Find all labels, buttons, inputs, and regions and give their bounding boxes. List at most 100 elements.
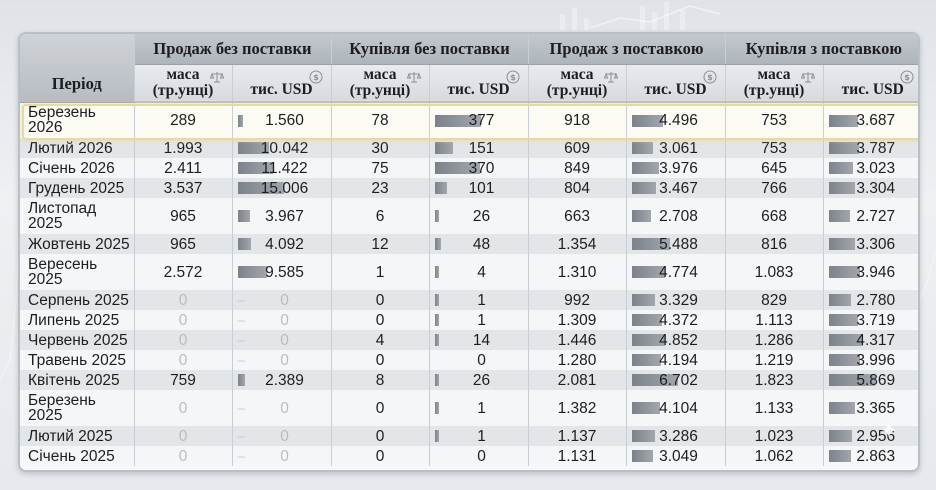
usd-cell: 4.092 bbox=[232, 234, 332, 254]
usd-value: 3.049 bbox=[659, 447, 698, 465]
group-header-sell-delivery: Продаж з поставкою bbox=[528, 34, 726, 65]
table-row: Листопад 2025 965 3.967 6 26 663 2.708 668 2.727 bbox=[20, 198, 918, 234]
mass-cell: 0 bbox=[134, 390, 233, 426]
value-bar bbox=[434, 294, 439, 306]
period-cell: Лютий 2026 bbox=[20, 138, 135, 158]
value-bar bbox=[631, 238, 670, 250]
usd-value: 3.467 bbox=[659, 179, 698, 197]
mass-label: маса bbox=[363, 65, 397, 83]
group-header-buy-no-delivery: Купівля без поставки bbox=[331, 34, 529, 65]
value-bar bbox=[631, 266, 665, 278]
usd-cell: 3.023 bbox=[823, 158, 918, 178]
usd-value: 1 bbox=[477, 291, 486, 309]
period-cell: Квітень 2025 bbox=[20, 370, 135, 390]
usd-value: 3.061 bbox=[659, 139, 698, 157]
mass-label: маса bbox=[757, 65, 791, 83]
table-row: Червень 2025 0–0 4 14 1.446 4.852 1.286 4.317 bbox=[20, 330, 918, 350]
mass-cell: 645 bbox=[725, 158, 824, 178]
usd-value: 0 bbox=[280, 351, 289, 369]
usd-value: 0 bbox=[280, 331, 289, 349]
mass-cell: 0 bbox=[331, 390, 430, 426]
usd-value: 377 bbox=[468, 112, 495, 129]
mass-cell: 918 bbox=[528, 102, 627, 138]
svg-text:$: $ bbox=[904, 73, 910, 82]
mass-cell: 0 bbox=[134, 330, 233, 350]
value-bar bbox=[828, 402, 855, 414]
value-bar bbox=[434, 374, 439, 386]
value-bar bbox=[631, 210, 651, 222]
period-cell: Січень 2025 bbox=[20, 446, 135, 466]
usd-value: 4.092 bbox=[265, 235, 304, 253]
usd-cell: 3.329 bbox=[626, 290, 726, 310]
value-bar bbox=[237, 162, 273, 174]
usd-label: тис. USD bbox=[841, 80, 904, 98]
mass-cell: 1.286 bbox=[725, 330, 824, 350]
usd-cell: 3.787 bbox=[823, 138, 918, 158]
mass-cell: 1.133 bbox=[725, 390, 824, 426]
period-cell: Серпень 2025 bbox=[20, 290, 135, 310]
mass-cell: 23 bbox=[331, 178, 430, 198]
period-cell: Червень 2025 bbox=[20, 330, 135, 350]
usd-value: 0 bbox=[280, 291, 289, 309]
usd-cell: 26 bbox=[429, 198, 529, 234]
usd-cell: 9.585 bbox=[232, 254, 332, 290]
usd-value: 15.006 bbox=[260, 179, 309, 197]
mass-cell: 829 bbox=[725, 290, 824, 310]
usd-value: 4.104 bbox=[659, 399, 698, 417]
usd-cell: 4.104 bbox=[626, 390, 726, 426]
value-bar bbox=[237, 374, 245, 386]
usd-cell: 3.967 bbox=[232, 198, 332, 234]
mass-cell: 1.023 bbox=[725, 426, 824, 446]
mass-cell: 8 bbox=[331, 370, 430, 390]
mass-cell: 1.823 bbox=[725, 370, 824, 390]
value-bar bbox=[237, 182, 284, 194]
mass-cell: 992 bbox=[528, 290, 627, 310]
usd-value: 101 bbox=[468, 179, 495, 197]
usd-cell: –0 bbox=[232, 290, 332, 310]
table-row: Лютий 2026 1.993 10.042 30 151 609 3.061 753 3.7… bbox=[20, 138, 918, 158]
usd-cell: 6.702 bbox=[626, 370, 726, 390]
usd-cell: 4.194 bbox=[626, 350, 726, 370]
table-row: Січень 2025 0–0 0 0 1.131 3.049 1.062 2.863 bbox=[20, 446, 918, 466]
mass-cell: 0 bbox=[134, 446, 233, 466]
value-bar bbox=[434, 402, 439, 414]
usd-cell: 11.422 bbox=[232, 158, 332, 178]
usd-value: 3.304 bbox=[856, 179, 896, 197]
usd-cell: 2.708 bbox=[626, 198, 726, 234]
mass-cell: 0 bbox=[331, 350, 430, 370]
mass-cell: 766 bbox=[725, 178, 824, 198]
usd-value: 0 bbox=[280, 447, 289, 465]
mass-cell: 804 bbox=[528, 178, 627, 198]
usd-value: 26 bbox=[472, 371, 491, 389]
usd-cell: –0 bbox=[232, 426, 332, 446]
usd-cell: 0 bbox=[429, 446, 529, 466]
table-row: Травень 2025 0–0 0 0 1.280 4.194 1.219 3.996 bbox=[20, 350, 918, 370]
usd-cell: 4.852 bbox=[626, 330, 726, 350]
usd-cell: 48 bbox=[429, 234, 529, 254]
usd-cell: 4.317 bbox=[823, 330, 918, 350]
svg-text:$: $ bbox=[510, 73, 516, 82]
group-header-buy-delivery: Купівля з поставкою bbox=[725, 34, 918, 65]
mass-cell: 0 bbox=[134, 290, 233, 310]
data-table-frame: Період Продаж без поставки Купівля без п… bbox=[18, 32, 920, 472]
value-bar bbox=[828, 430, 852, 442]
trading-table: Період Продаж без поставки Купівля без п… bbox=[20, 34, 918, 466]
mass-cell: 289 bbox=[134, 102, 233, 138]
mass-unit-label: (тр.унці) bbox=[743, 81, 805, 99]
mass-cell: 849 bbox=[528, 158, 627, 178]
mass-cell: 1.446 bbox=[528, 330, 627, 350]
value-bar bbox=[434, 210, 439, 222]
usd-label: тис. USD bbox=[447, 80, 510, 98]
usd-value: 5.869 bbox=[856, 371, 896, 389]
value-bar bbox=[237, 114, 243, 127]
mass-cell: 1.062 bbox=[725, 446, 824, 466]
value-bar bbox=[237, 266, 267, 278]
usd-value: 3.306 bbox=[856, 235, 896, 253]
usd-cell: 1 bbox=[429, 310, 529, 330]
mass-unit-label: (тр.унці) bbox=[349, 81, 411, 99]
value-bar bbox=[434, 430, 439, 442]
usd-cell: 377 bbox=[429, 102, 529, 138]
mass-cell: 1.131 bbox=[528, 446, 627, 466]
usd-value: 1 bbox=[477, 427, 486, 445]
usd-cell: 1 bbox=[429, 390, 529, 426]
